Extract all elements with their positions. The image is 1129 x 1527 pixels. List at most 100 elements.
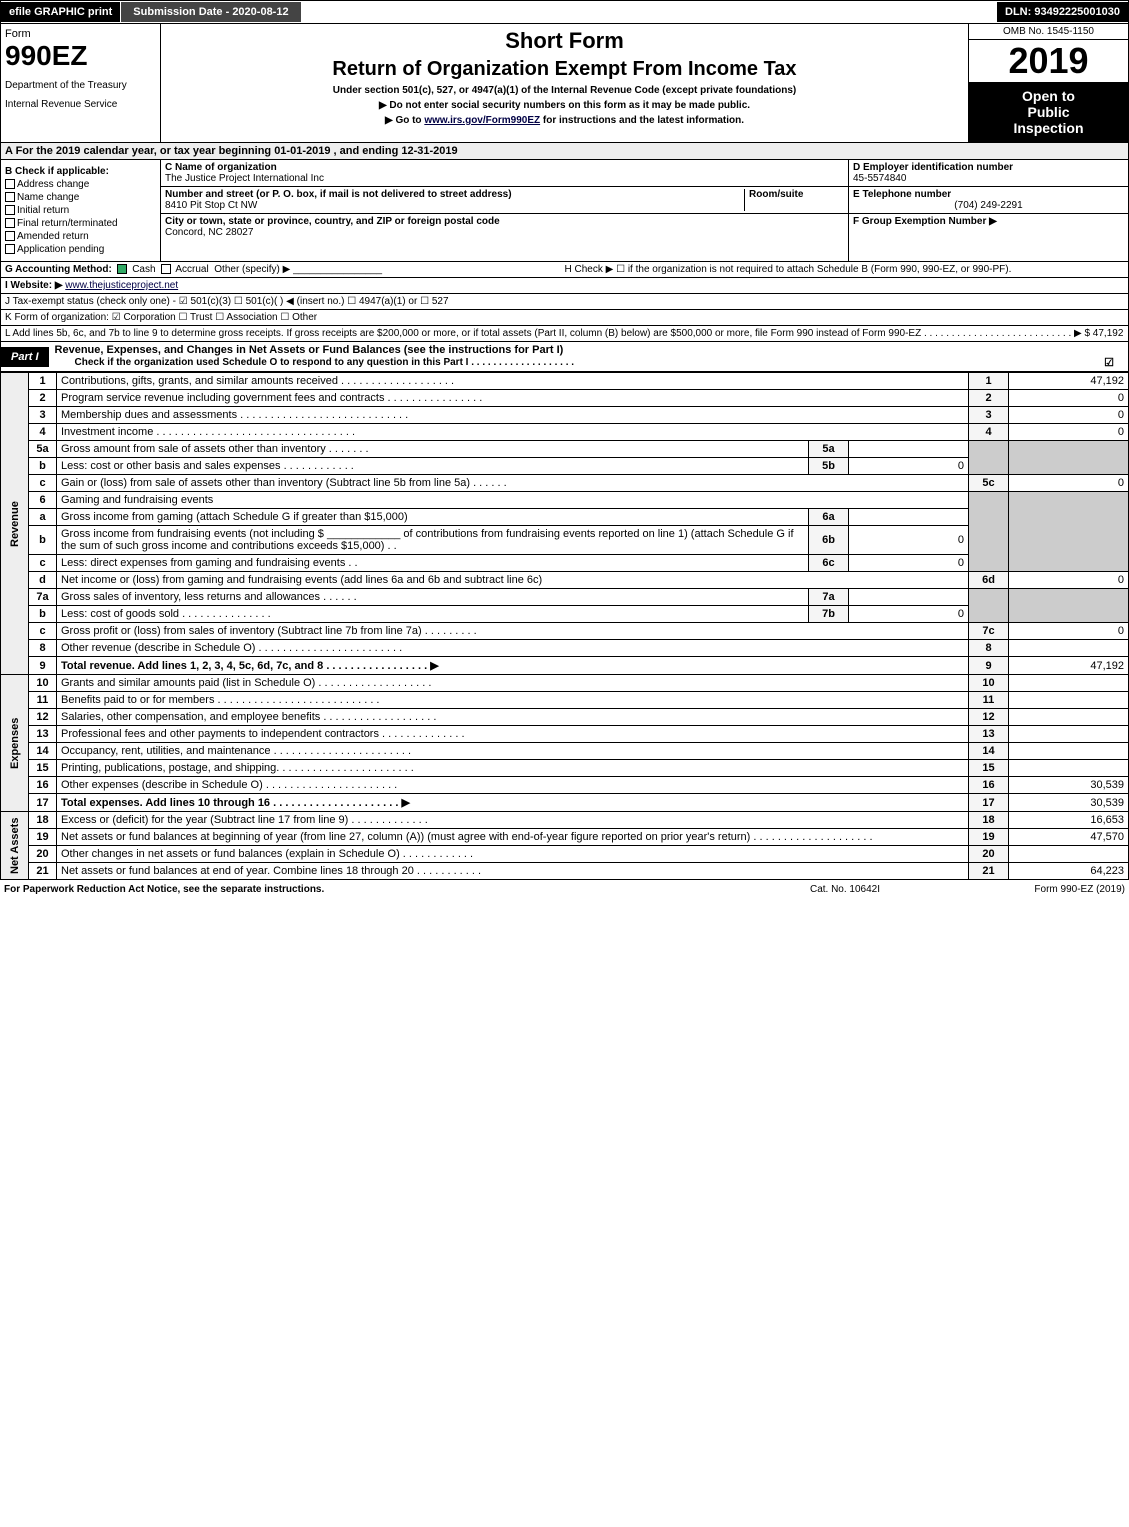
footer: For Paperwork Reduction Act Notice, see … [0,880,1129,899]
l9-num: 9 [29,657,57,675]
l13-val [1009,726,1129,743]
l19-num: 19 [29,829,57,846]
opt-name-change[interactable]: Name change [5,192,156,203]
l2-num: 2 [29,390,57,407]
part-1-checkbox[interactable]: ☑ [1104,356,1114,369]
l6b-sv: 0 [849,526,969,555]
l2-ln: 2 [969,390,1009,407]
side-netassets: Net Assets [1,812,29,880]
l7a-sv [849,589,969,606]
phone-label: E Telephone number [853,189,951,200]
l7c-val: 0 [1009,623,1129,640]
form-ref: Form 990-EZ (2019) [925,884,1125,895]
l12-val [1009,709,1129,726]
box-b: B Check if applicable: Address change Na… [1,160,161,261]
topbar: efile GRAPHIC print Submission Date - 20… [0,0,1129,24]
org-name-cell: C Name of organization The Justice Proje… [161,160,848,187]
form-number: 990EZ [5,40,156,72]
paperwork-notice: For Paperwork Reduction Act Notice, see … [4,884,765,895]
l15-desc: Printing, publications, postage, and shi… [57,760,969,777]
short-form: Short Form [165,28,964,54]
l14-num: 14 [29,743,57,760]
l13-desc: Professional fees and other payments to … [57,726,969,743]
l6-grey-v [1009,492,1129,572]
part-1-table: Revenue 1 Contributions, gifts, grants, … [0,372,1129,880]
l5c-val: 0 [1009,475,1129,492]
row-g-h: G Accounting Method: Cash Accrual Other … [0,262,1129,278]
l3-desc: Membership dues and assessments . . . . … [57,407,969,424]
street-address: 8410 Pit Stop Ct NW [165,200,257,211]
l6c-num: c [29,555,57,572]
row-g: G Accounting Method: Cash Accrual Other … [5,264,565,275]
box-c: C Name of organization The Justice Proje… [161,160,848,261]
info-grid: B Check if applicable: Address change Na… [0,160,1129,262]
box-d: D Employer identification number 45-5574… [849,160,1128,187]
opt-address-change[interactable]: Address change [5,179,156,190]
l5a-sv [849,441,969,458]
l13-num: 13 [29,726,57,743]
l19-desc: Net assets or fund balances at beginning… [57,829,969,846]
l20-ln: 20 [969,846,1009,863]
l7a-num: 7a [29,589,57,606]
opt-amended-return[interactable]: Amended return [5,231,156,242]
goto-link[interactable]: www.irs.gov/Form990EZ [424,115,540,126]
l11-val [1009,692,1129,709]
l1-desc: Contributions, gifts, grants, and simila… [57,373,969,390]
goto-line: ▶ Go to www.irs.gov/Form990EZ for instru… [165,115,964,126]
l7-grey [969,589,1009,623]
l12-num: 12 [29,709,57,726]
l15-num: 15 [29,760,57,777]
opt-application-pending[interactable]: Application pending [5,244,156,255]
l6c-sn: 6c [809,555,849,572]
accrual-checkbox[interactable] [161,264,171,274]
open-inspection: Open to Public Inspection [969,82,1128,142]
part-1-header: Part I Revenue, Expenses, and Changes in… [0,342,1129,372]
l6b-num: b [29,526,57,555]
l10-val [1009,675,1129,692]
l6d-desc: Net income or (loss) from gaming and fun… [57,572,969,589]
efile-print[interactable]: efile GRAPHIC print [1,2,120,22]
l17-desc: Total expenses. Add lines 10 through 16 … [57,794,969,812]
room-label: Room/suite [749,189,803,200]
part-1-title: Revenue, Expenses, and Changes in Net As… [49,342,1128,371]
cash-checkbox[interactable] [117,264,127,274]
row-i: I Website: ▶ www.thejusticeproject.net [0,278,1129,294]
l5a-desc: Gross amount from sale of assets other t… [57,441,809,458]
l18-desc: Excess or (deficit) for the year (Subtra… [57,812,969,829]
l5c-ln: 5c [969,475,1009,492]
l16-num: 16 [29,777,57,794]
l9-desc: Total revenue. Add lines 1, 2, 3, 4, 5c,… [57,657,969,675]
city-state-zip: Concord, NC 28027 [165,227,253,238]
l7b-sv: 0 [849,606,969,623]
l14-ln: 14 [969,743,1009,760]
l9-val: 47,192 [1009,657,1129,675]
l6-num: 6 [29,492,57,509]
row-l: L Add lines 5b, 6c, and 7b to line 9 to … [0,326,1129,342]
part-1-sub: Check if the organization used Schedule … [55,357,575,368]
side-expenses: Expenses [1,675,29,812]
l5a-num: 5a [29,441,57,458]
website-link[interactable]: www.thejusticeproject.net [65,280,178,291]
l6b-sn: 6b [809,526,849,555]
year-box: OMB No. 1545-1150 2019 Open to Public In… [968,24,1128,142]
l19-ln: 19 [969,829,1009,846]
addr-cell: Number and street (or P. O. box, if mail… [161,187,848,214]
l5a-sn: 5a [809,441,849,458]
side-revenue: Revenue [1,373,29,675]
l6-grey [969,492,1009,572]
l8-ln: 8 [969,640,1009,657]
l17-val: 30,539 [1009,794,1129,812]
form-label: Form [5,28,156,40]
l8-num: 8 [29,640,57,657]
l15-ln: 15 [969,760,1009,777]
ein-value: 45-5574840 [853,173,906,184]
opt-initial-return[interactable]: Initial return [5,205,156,216]
main-title: Return of Organization Exempt From Incom… [165,58,964,81]
l5b-sn: 5b [809,458,849,475]
l18-ln: 18 [969,812,1009,829]
part-1-tag: Part I [1,347,49,367]
opt-final-return[interactable]: Final return/terminated [5,218,156,229]
l20-desc: Other changes in net assets or fund bala… [57,846,969,863]
other-label: Other (specify) ▶ [214,264,290,275]
l10-ln: 10 [969,675,1009,692]
